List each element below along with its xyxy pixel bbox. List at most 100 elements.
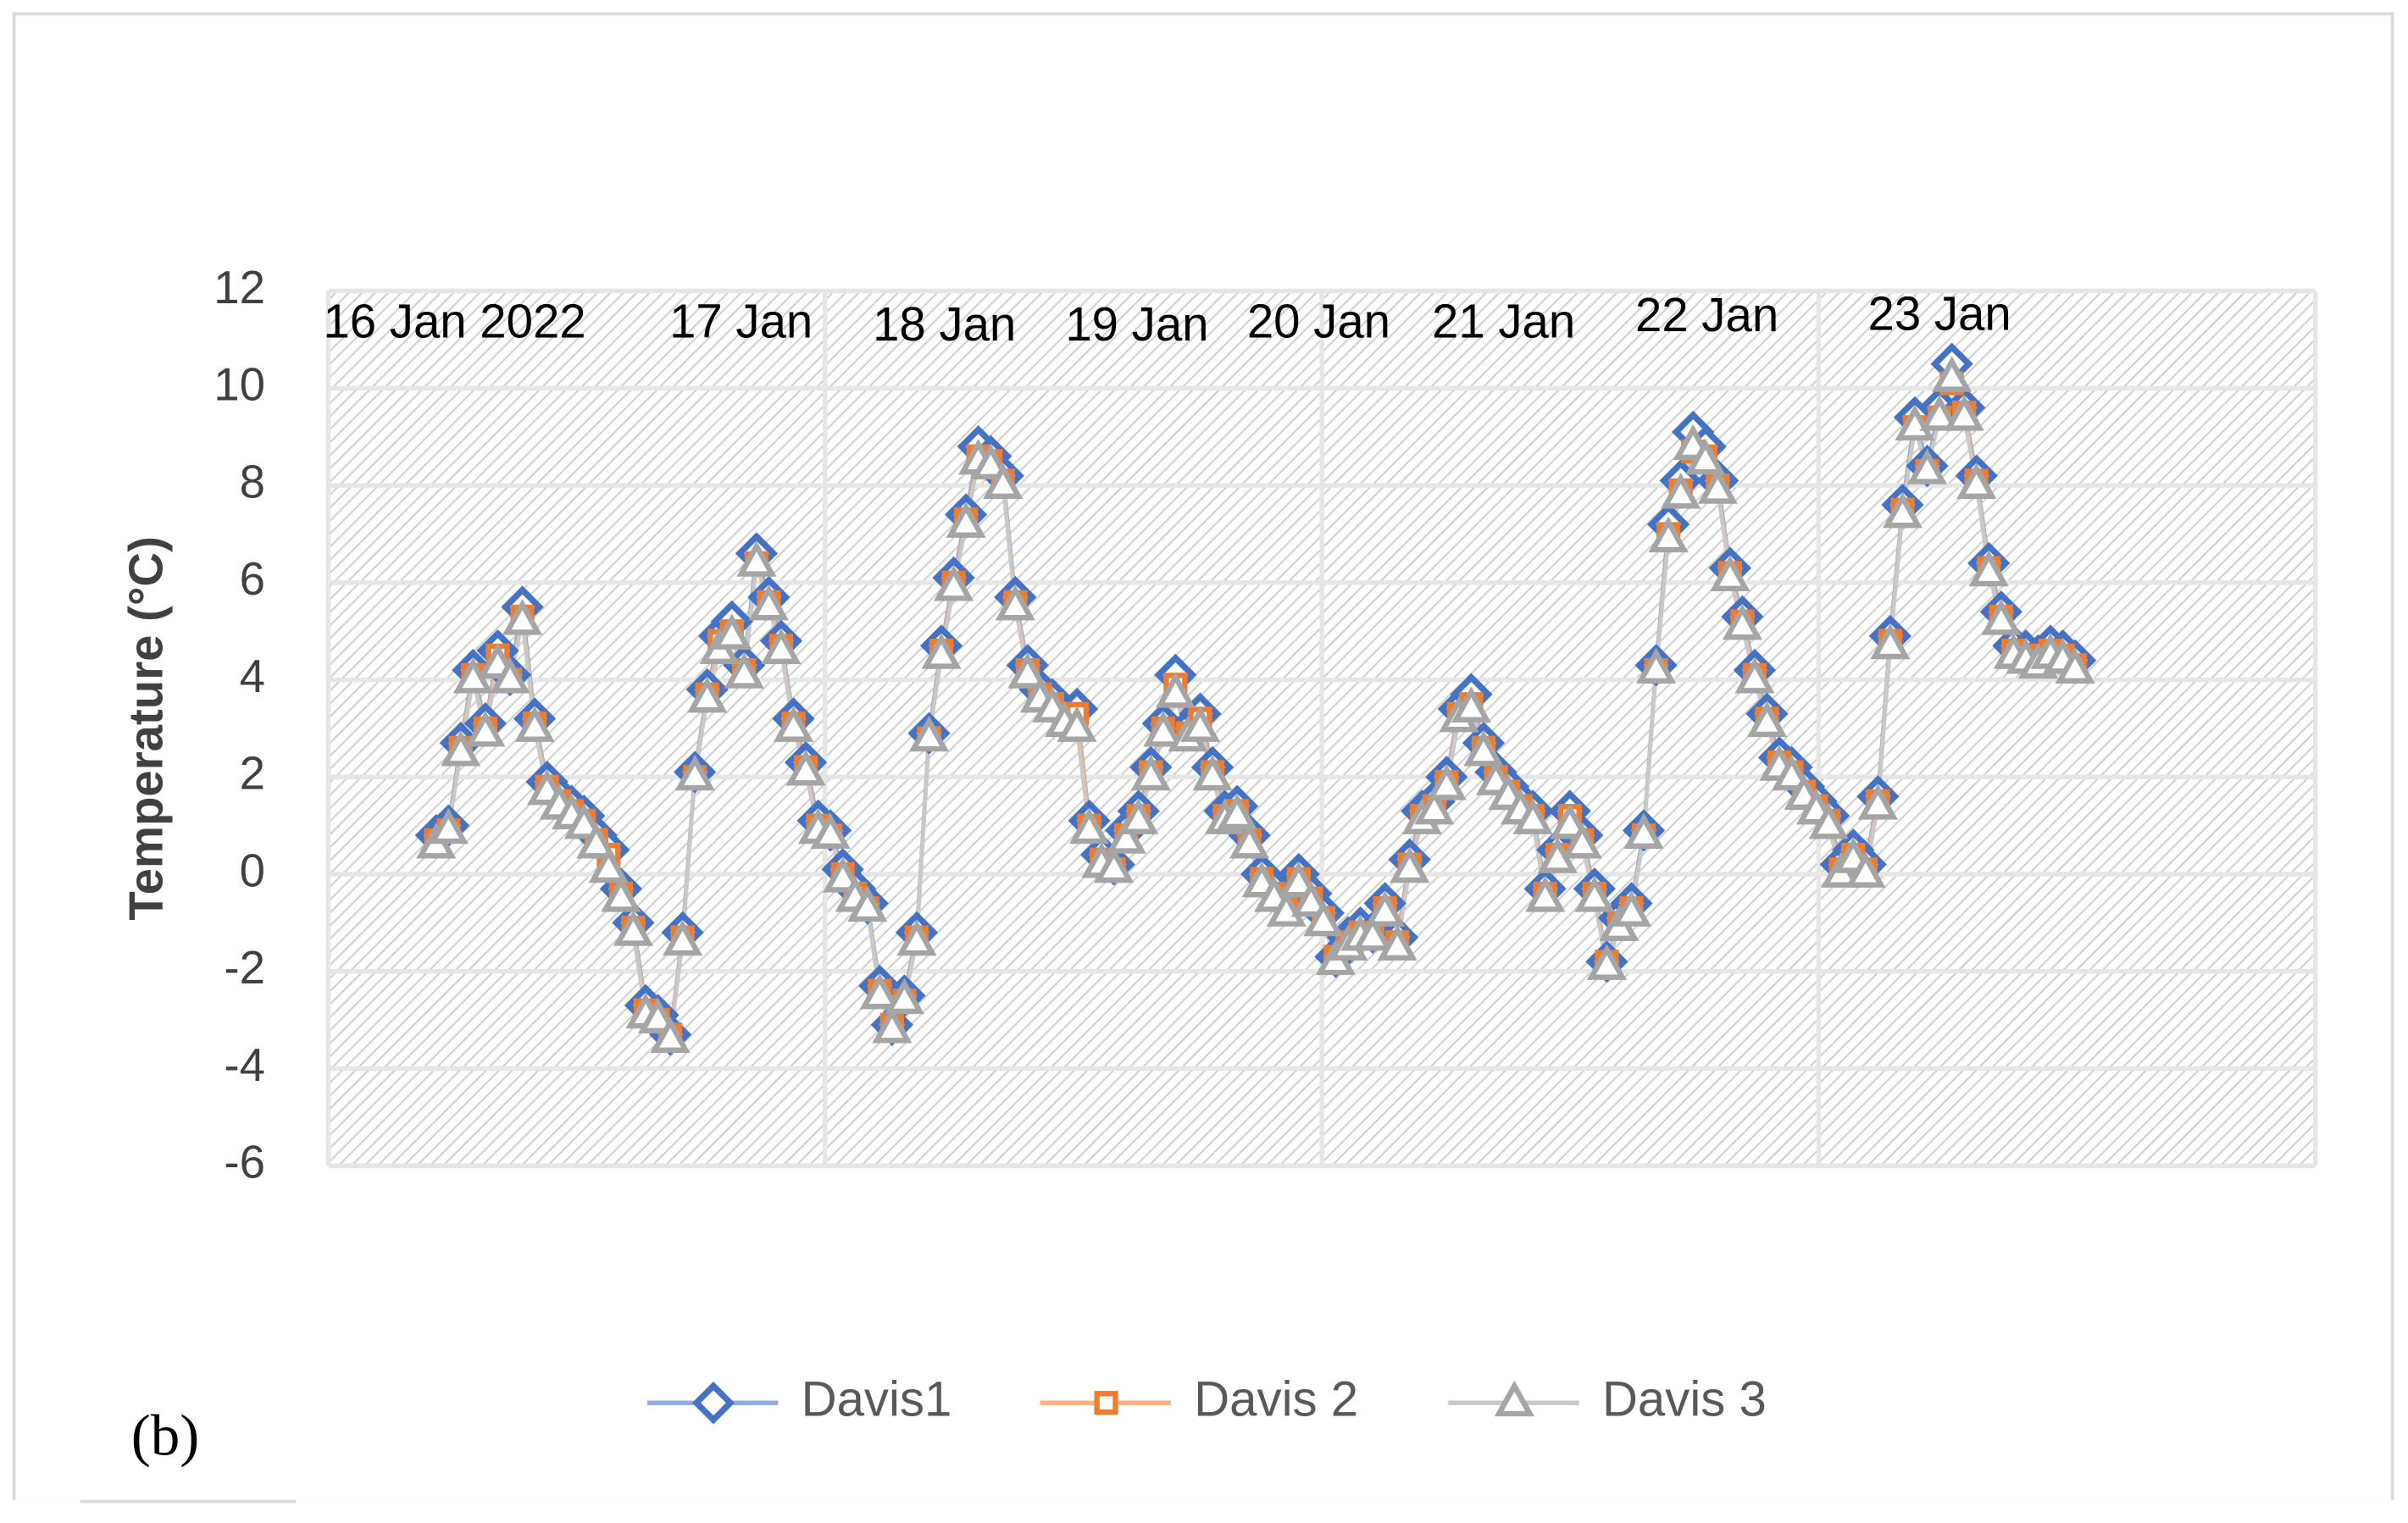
triangle-marker (1710, 555, 1751, 591)
triangle-marker (465, 711, 506, 747)
triangle-marker (1771, 754, 1812, 791)
triangle-marker (490, 656, 530, 694)
triangle-marker (1919, 395, 1960, 431)
y-tick-label: 4 (240, 651, 265, 702)
date-annotation: 23 Jan (1868, 286, 2011, 340)
triangle-marker (687, 676, 728, 713)
triangle-marker (1845, 851, 1886, 888)
y-tick-label: 2 (240, 748, 265, 800)
triangle-marker (1746, 701, 1788, 738)
triangle-marker (428, 807, 469, 845)
triangle-marker (1895, 404, 1935, 441)
triangle-marker (2055, 647, 2095, 684)
triangle-marker (1118, 798, 1159, 834)
triangle-marker (1932, 356, 1972, 392)
triangle-marker (1106, 817, 1146, 854)
triangle-marker (637, 997, 679, 1034)
triangle-marker (983, 462, 1024, 499)
triangle-marker (1661, 472, 1701, 509)
triangle-marker (1390, 846, 1430, 883)
panel-label: (b) (131, 1403, 200, 1468)
triangle-marker (908, 715, 950, 752)
triangle-marker (859, 972, 900, 1010)
date-annotation: 21 Jan (1432, 294, 1575, 347)
triangle-marker (1734, 656, 1775, 694)
triangle-marker (1697, 468, 1738, 504)
triangle-marker (1808, 803, 1849, 839)
diamond-marker (691, 1382, 735, 1425)
triangle-marker (995, 584, 1035, 621)
triangle-marker (674, 754, 715, 791)
triangle-marker (663, 919, 703, 956)
triangle-marker (872, 1007, 913, 1044)
triangle-marker (563, 803, 604, 839)
triangle-marker (650, 1016, 691, 1053)
triangle-marker (1648, 516, 1689, 553)
date-annotation: 18 Jan (873, 297, 1016, 351)
triangle-marker (1574, 876, 1615, 912)
triangle-marker (785, 749, 826, 786)
triangle-marker (1463, 730, 1504, 767)
y-tick-label: -2 (224, 942, 264, 994)
triangle-marker (1290, 880, 1331, 917)
triangle-marker (1944, 395, 1984, 431)
y-tick-label: -4 (224, 1039, 264, 1091)
triangle-marker (970, 443, 1011, 480)
triangle-marker (1906, 448, 1948, 485)
triangle-marker (1279, 861, 1319, 898)
triangle-marker (884, 977, 924, 1015)
y-tick-label: 10 (214, 359, 265, 411)
markers (414, 342, 2097, 1056)
triangle-marker (1562, 822, 1602, 859)
y-tick-label: 8 (240, 456, 265, 507)
triangle-marker (1365, 890, 1406, 927)
triangle-marker (1143, 711, 1184, 747)
triangle-marker (1192, 754, 1233, 791)
triangle-marker (1057, 706, 1097, 742)
triangle-marker (1068, 807, 1110, 845)
legend-label: Davis1 (802, 1372, 952, 1427)
triangle-marker (1981, 599, 2022, 635)
date-annotation: 20 Jan (1247, 294, 1390, 347)
date-annotation: 17 Jan (669, 294, 813, 347)
triangle-marker (1426, 764, 1467, 800)
triangle-marker (1179, 706, 1221, 742)
triangle-marker (823, 856, 863, 893)
triangle-marker (761, 628, 802, 665)
legend-label: Davis 3 (1602, 1372, 1767, 1427)
triangle-marker (896, 919, 937, 956)
triangle-marker (1623, 812, 1664, 850)
triangle-marker (613, 910, 654, 946)
triangle-marker (1352, 915, 1393, 951)
triangle-marker (1414, 788, 1455, 825)
y-axis-title: Temperature (°C) (119, 536, 172, 921)
legend-label: Davis 2 (1194, 1372, 1358, 1427)
triangle-marker (1155, 672, 1196, 708)
triangle-marker (1635, 647, 1677, 684)
triangle-marker (1266, 890, 1307, 927)
date-annotation: 22 Jan (1635, 288, 1778, 341)
triangle-marker (1494, 1380, 1534, 1417)
triangle-marker (1870, 623, 1911, 660)
triangle-marker (1722, 603, 1762, 640)
triangle-marker (1217, 793, 1257, 830)
triangle-marker (748, 584, 790, 621)
triangle-marker (921, 633, 962, 669)
triangle-marker (712, 613, 752, 650)
triangle-marker (1007, 652, 1048, 689)
triangle-marker (1857, 784, 1898, 820)
square-marker (1094, 1391, 1118, 1415)
triangle-marker (773, 706, 814, 742)
triangle-marker (588, 846, 629, 883)
triangle-marker (1685, 438, 1726, 475)
grid (325, 288, 2318, 1168)
triangle-marker (1956, 462, 1997, 499)
triangle-marker (1094, 846, 1135, 883)
triangle-marker (514, 706, 555, 742)
triangle-marker (736, 540, 777, 577)
triangle-marker (601, 876, 641, 912)
date-annotation: 19 Jan (1065, 297, 1208, 351)
triangle-marker (502, 599, 543, 635)
labels: -6 -4 -2 0 2 4 6 8 10 12 16 Jan 2022 17 Jan 18 Jan 19… (214, 262, 2011, 1427)
